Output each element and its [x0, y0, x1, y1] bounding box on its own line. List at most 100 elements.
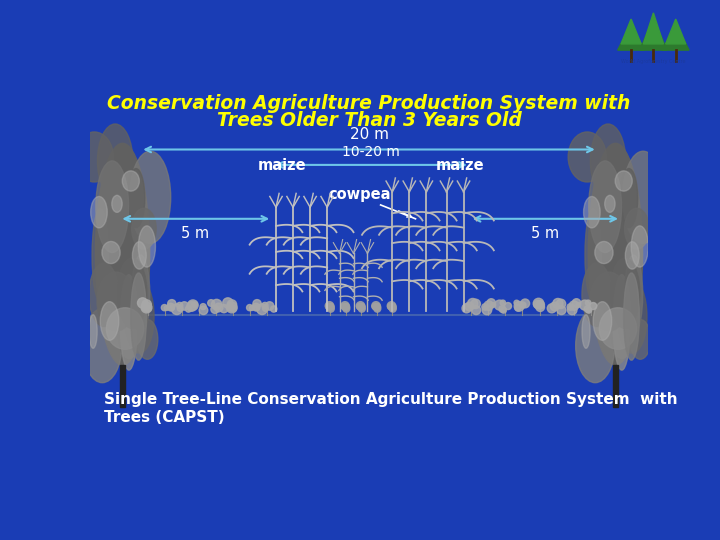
Circle shape: [500, 300, 505, 306]
Ellipse shape: [615, 171, 632, 191]
Ellipse shape: [605, 195, 615, 212]
Text: maize: maize: [436, 158, 485, 173]
Circle shape: [252, 303, 260, 311]
Ellipse shape: [613, 275, 631, 370]
Polygon shape: [640, 18, 667, 50]
Ellipse shape: [624, 273, 639, 360]
Ellipse shape: [576, 309, 615, 383]
Circle shape: [246, 305, 253, 310]
Circle shape: [495, 300, 505, 310]
Ellipse shape: [137, 320, 158, 359]
Circle shape: [390, 305, 396, 312]
Circle shape: [325, 303, 332, 309]
Circle shape: [462, 304, 471, 313]
Circle shape: [557, 299, 566, 308]
Circle shape: [550, 302, 559, 311]
Circle shape: [211, 306, 219, 313]
Polygon shape: [644, 13, 663, 44]
Circle shape: [262, 302, 268, 308]
Circle shape: [142, 300, 151, 309]
Circle shape: [585, 300, 591, 306]
Ellipse shape: [112, 195, 122, 212]
Ellipse shape: [611, 258, 640, 328]
Circle shape: [491, 302, 495, 307]
Ellipse shape: [89, 263, 119, 327]
Ellipse shape: [138, 226, 156, 267]
Circle shape: [141, 302, 152, 313]
Circle shape: [192, 302, 197, 307]
Circle shape: [343, 303, 350, 310]
Ellipse shape: [89, 315, 97, 348]
Ellipse shape: [618, 280, 647, 353]
Polygon shape: [666, 19, 685, 44]
Ellipse shape: [568, 132, 606, 182]
Ellipse shape: [117, 258, 147, 328]
Circle shape: [171, 304, 182, 315]
Ellipse shape: [620, 168, 638, 227]
Circle shape: [487, 299, 495, 307]
Ellipse shape: [599, 308, 636, 349]
Circle shape: [145, 306, 151, 312]
Text: Single Tree-Line Conservation Agriculture Production System  with: Single Tree-Line Conservation Agricultur…: [104, 392, 678, 407]
Text: World Agroforestry Centre: World Agroforestry Centre: [621, 59, 685, 64]
Circle shape: [226, 302, 237, 313]
Circle shape: [374, 303, 381, 310]
Circle shape: [341, 302, 349, 310]
Circle shape: [387, 302, 396, 310]
Ellipse shape: [590, 272, 628, 331]
Circle shape: [227, 305, 234, 311]
Circle shape: [538, 301, 543, 306]
Circle shape: [329, 303, 333, 308]
Circle shape: [345, 303, 348, 308]
Circle shape: [356, 302, 365, 310]
Ellipse shape: [631, 226, 648, 267]
Ellipse shape: [96, 143, 150, 365]
Ellipse shape: [623, 151, 664, 244]
Circle shape: [584, 306, 591, 312]
Bar: [613, 365, 618, 408]
Ellipse shape: [102, 241, 120, 264]
Ellipse shape: [630, 320, 651, 359]
Circle shape: [391, 303, 395, 308]
Circle shape: [207, 300, 215, 306]
Polygon shape: [618, 24, 644, 50]
Circle shape: [271, 306, 277, 312]
Circle shape: [214, 303, 223, 312]
Circle shape: [343, 305, 350, 312]
Circle shape: [547, 304, 557, 313]
Circle shape: [534, 298, 544, 309]
Circle shape: [465, 302, 474, 311]
Ellipse shape: [117, 299, 141, 359]
Circle shape: [505, 302, 511, 309]
Circle shape: [200, 303, 206, 309]
Text: Conservation Agriculture Production System with: Conservation Agriculture Production Syst…: [107, 94, 631, 113]
Circle shape: [220, 305, 228, 313]
Circle shape: [576, 302, 581, 307]
Circle shape: [254, 305, 259, 310]
Circle shape: [570, 301, 579, 310]
Circle shape: [390, 303, 396, 310]
Circle shape: [359, 305, 365, 312]
Ellipse shape: [122, 171, 140, 191]
Circle shape: [372, 303, 379, 309]
Ellipse shape: [92, 209, 109, 302]
Circle shape: [557, 306, 566, 315]
Ellipse shape: [100, 302, 119, 340]
Text: Trees Older Than 3 Years Old: Trees Older Than 3 Years Old: [217, 111, 521, 130]
Text: cowpea: cowpea: [328, 187, 391, 202]
Circle shape: [325, 302, 334, 310]
Circle shape: [586, 307, 592, 313]
Ellipse shape: [593, 302, 612, 340]
Circle shape: [266, 302, 274, 310]
Ellipse shape: [97, 272, 135, 331]
Circle shape: [534, 300, 541, 308]
Circle shape: [230, 306, 236, 312]
Circle shape: [387, 303, 394, 309]
Circle shape: [374, 305, 381, 312]
Ellipse shape: [132, 255, 150, 334]
Ellipse shape: [107, 308, 144, 349]
Ellipse shape: [132, 208, 156, 249]
Ellipse shape: [626, 242, 639, 269]
Circle shape: [138, 298, 148, 308]
Circle shape: [249, 306, 254, 310]
